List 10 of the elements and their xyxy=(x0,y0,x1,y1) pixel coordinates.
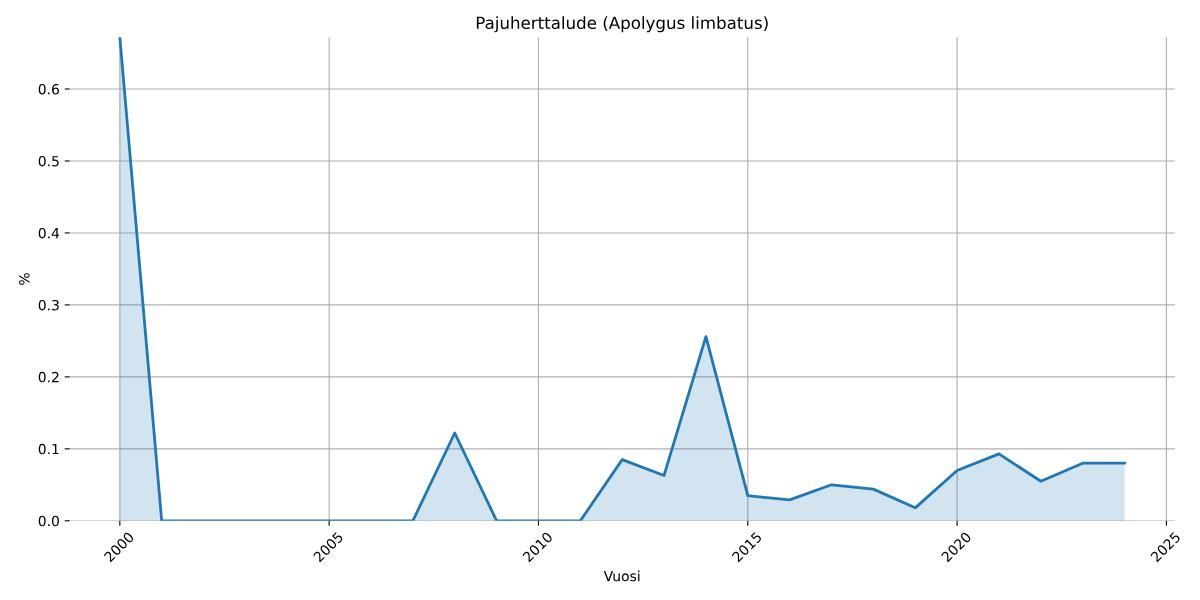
y-tick-label: 0.2 xyxy=(38,371,59,383)
y-tick-label: 0.6 xyxy=(38,83,59,95)
chart-title: Pajuherttalude (Apolygus limbatus) xyxy=(476,16,768,33)
y-tick-label: 0.4 xyxy=(38,227,60,239)
x-axis-title: Vuosi xyxy=(603,570,640,582)
y-tick-label: 0.5 xyxy=(38,155,59,167)
y-axis-title: % xyxy=(19,273,30,285)
y-tick-label: 0.0 xyxy=(38,515,59,527)
y-tick-label: 0.1 xyxy=(38,443,59,455)
y-tick-label: 0.3 xyxy=(38,299,59,311)
